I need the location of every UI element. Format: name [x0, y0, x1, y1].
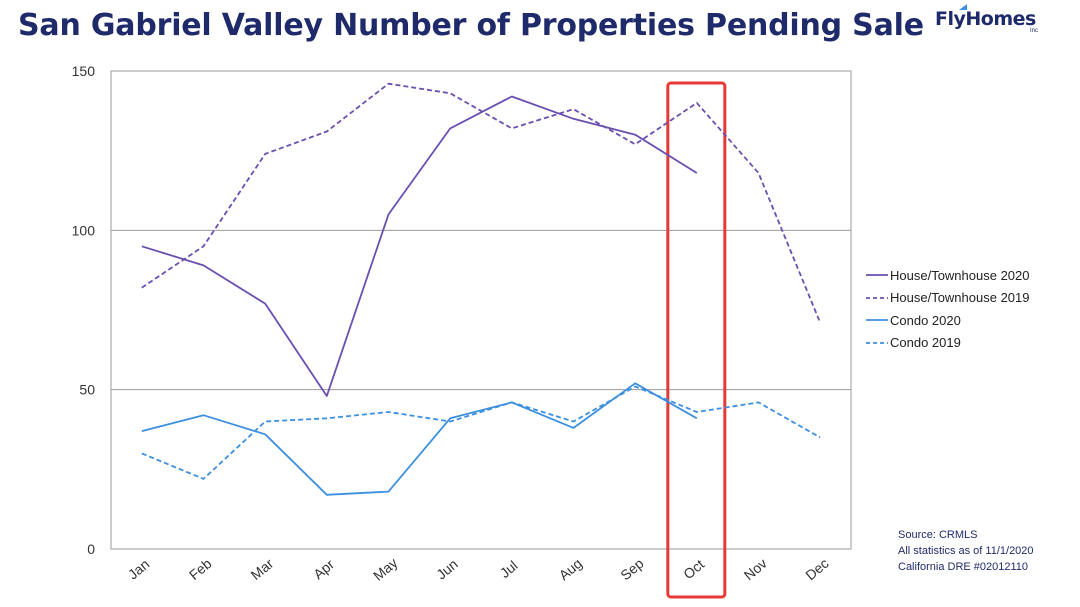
x-tick-label: Dec: [802, 555, 831, 583]
dre-line: California DRE #02012110: [898, 561, 1029, 573]
logo-sub: Inc: [1030, 28, 1039, 34]
legend-swatch: [866, 296, 888, 299]
x-tick-label: Jul: [497, 557, 521, 581]
source-line: Source: CRMLS: [898, 529, 978, 541]
y-tick-label: 100: [72, 222, 96, 238]
legend-item: Condo 2019: [866, 332, 1030, 355]
series-line-1: [141, 82, 822, 324]
source-note: Source: CRMLS All statistics as of 11/1/…: [898, 527, 1034, 575]
x-tick-label: Apr: [310, 556, 337, 582]
legend-item: House/Townhouse 2019: [866, 287, 1030, 310]
legend-swatch: [866, 341, 888, 344]
legend-label: Condo 2020: [890, 312, 961, 328]
x-tick-label: Oct: [680, 556, 707, 582]
y-tick-label: 150: [72, 63, 96, 79]
series-line-3: [141, 385, 821, 480]
chart-legend: House/Townhouse 2020 House/Townhouse 2019…: [866, 264, 1030, 354]
x-tick-label: Nov: [741, 555, 770, 583]
y-tick-label: 50: [79, 382, 95, 398]
chart-title: San Gabriel Valley Number of Properties …: [18, 8, 924, 43]
legend-label: House/Townhouse 2020: [890, 267, 1030, 283]
x-tick-label: Jun: [433, 556, 461, 583]
stats-date-line: All statistics as of 11/1/2020: [898, 545, 1034, 557]
x-tick-label: Aug: [556, 555, 585, 583]
legend-swatch: [866, 274, 888, 277]
x-tick-label: Sep: [617, 555, 647, 583]
logo-text: FlyHomes: [935, 8, 1036, 30]
legend-label: Condo 2019: [890, 335, 961, 351]
series-line-0: [141, 95, 698, 397]
x-tick-label: Feb: [186, 555, 215, 583]
x-tick-label: May: [370, 555, 401, 584]
legend-item: Condo 2020: [866, 309, 1030, 332]
y-tick-label: 0: [87, 541, 95, 557]
flyhomes-logo: FlyHomes Inc: [935, 4, 1045, 36]
x-tick-label: Jan: [125, 556, 153, 583]
legend-swatch: [866, 319, 888, 322]
series-line-2: [141, 382, 698, 496]
plot-frame: [110, 70, 852, 550]
legend-label: House/Townhouse 2019: [890, 290, 1030, 306]
highlight-box-oct: [666, 81, 727, 599]
logo-flag-icon: [959, 4, 967, 10]
x-tick-label: Mar: [248, 555, 277, 583]
legend-item: House/Townhouse 2020: [866, 264, 1030, 287]
